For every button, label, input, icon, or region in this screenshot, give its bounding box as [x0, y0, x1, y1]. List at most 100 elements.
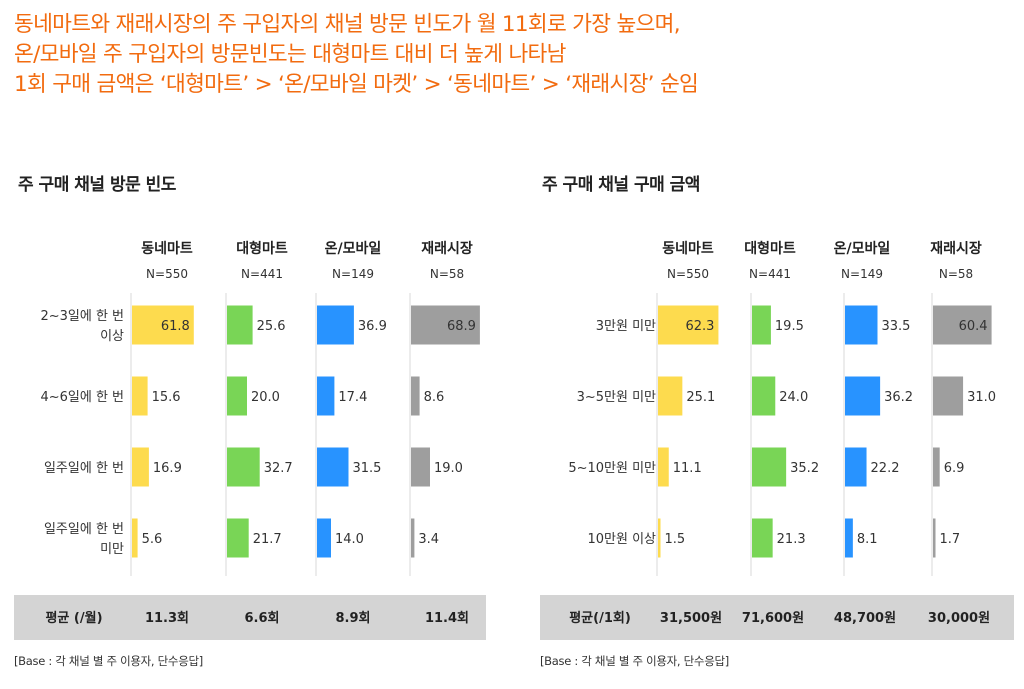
chart-1-bar-3-2: [411, 447, 430, 487]
chart-1-category-label-2-0: 일주일에 한 번: [44, 461, 124, 476]
chart-2-bar-value-label-3-1: 31.0: [967, 390, 996, 405]
chart-2-series-name-0: 동네마트: [662, 241, 714, 257]
chart-1-bar-0-2: [132, 447, 149, 487]
headline: 동네마트와 재래시장의 주 구입자의 채널 방문 빈도가 월 11회로 가장 높…: [14, 10, 699, 100]
chart-2-average-band: [540, 595, 1014, 640]
chart-2-bar-value-label-2-3: 8.1: [857, 532, 878, 547]
chart-2-bar-value-label-1-0: 19.5: [775, 319, 804, 334]
chart-1-bar-value-label-3-0: 68.9: [447, 319, 476, 334]
chart-1-bar-value-label-2-0: 36.9: [358, 319, 387, 334]
chart-1-category-label-3-1: 미만: [100, 542, 124, 557]
chart-2-bar-0-2: [658, 447, 669, 487]
chart-2-average-value-2: 48,700원: [834, 611, 896, 626]
chart-2-bar-0-1: [658, 376, 683, 416]
chart-2-category-label-1-0: 3~5만원 미만: [577, 390, 656, 405]
chart-1-category-label-0-1: 이상: [100, 329, 124, 344]
chart-1-bar-2-1: [317, 376, 335, 416]
chart-1-bar-value-label-1-2: 32.7: [264, 461, 293, 476]
chart-1-series-n-3: N=58: [430, 267, 464, 281]
chart-1-bar-2-0: [317, 305, 354, 345]
chart-1-bar-value-label-2-1: 17.4: [338, 390, 367, 405]
chart-2-bar-1-3: [752, 518, 773, 558]
chart-1-bar-3-3: [411, 518, 415, 558]
chart-1-bar-value-label-1-1: 20.0: [251, 390, 280, 405]
chart-1-category-label-1-0: 4~6일에 한 번: [40, 390, 124, 405]
chart-2-series-n-1: N=441: [749, 267, 791, 281]
chart-2-average-label: 평균(/1회): [569, 610, 631, 626]
chart-2-series-n-0: N=550: [667, 267, 709, 281]
chart-2-series-n-2: N=149: [841, 267, 883, 281]
chart-1-bar-value-label-1-3: 21.7: [253, 532, 282, 547]
chart-2-bar-2-0: [845, 305, 878, 345]
chart-1-bar-1-0: [227, 305, 253, 345]
chart-1-average-value-3: 11.4회: [425, 610, 469, 626]
chart-1-bar-value-label-2-2: 31.5: [353, 461, 382, 476]
chart-2-bar-value-label-0-0: 62.3: [685, 319, 714, 334]
chart-1-series-name-3: 재래시장: [421, 240, 473, 257]
chart-1-bar-1-1: [227, 376, 247, 416]
chart-1-bar-value-label-0-3: 5.6: [142, 532, 163, 547]
headline-line-1: 동네마트와 재래시장의 주 구입자의 채널 방문 빈도가 월 11회로 가장 높…: [14, 12, 681, 37]
chart-1-bar-1-2: [227, 447, 260, 487]
chart-2-bar-3-0: [933, 305, 992, 345]
chart-2-series-name-1: 대형마트: [744, 240, 796, 257]
chart-1-series-n-1: N=441: [241, 267, 283, 281]
chart-2-bar-0-3: [658, 518, 661, 558]
chart-2-bar-value-label-1-3: 21.3: [777, 532, 806, 547]
chart-2-bar-2-3: [845, 518, 853, 558]
chart-2-series-n-3: N=58: [939, 267, 973, 281]
chart-2-category-label-2-0: 5~10만원 미만: [568, 461, 656, 476]
headline-line-3: 1회 구매 금액은 ‘대형마트’ > ‘온/모바일 마켓’ > ‘동네마트’ >…: [14, 72, 699, 97]
chart-2-average-value-0: 31,500원: [660, 611, 722, 626]
chart-1-series-name-2: 온/모바일: [325, 241, 382, 257]
chart-1-bar-value-label-2-3: 14.0: [335, 532, 364, 547]
chart-2-bar-value-label-1-2: 35.2: [790, 461, 819, 476]
chart-2-bar-value-label-3-3: 1.7: [940, 532, 961, 547]
chart-1-bar-value-label-0-1: 15.6: [152, 390, 181, 405]
chart-1-category-label-3-0: 일주일에 한 번: [44, 522, 124, 537]
chart-2-bar-value-label-0-1: 25.1: [686, 390, 715, 405]
chart-2-bar-value-label-2-1: 36.2: [884, 390, 913, 405]
chart-2-bar-value-label-2-2: 22.2: [871, 461, 900, 476]
chart-2-bar-value-label-0-2: 11.1: [673, 461, 702, 476]
chart-1-bar-value-label-3-2: 19.0: [434, 461, 463, 476]
chart-1-series-n-2: N=149: [332, 267, 374, 281]
chart-1-bar-0-3: [132, 518, 138, 558]
chart-2-bar-value-label-2-0: 33.5: [881, 319, 910, 334]
chart-2-series-name-2: 온/모바일: [834, 241, 891, 257]
chart-2-bar-value-label-0-3: 1.5: [665, 532, 686, 547]
chart-1-bar-value-label-3-3: 3.4: [418, 532, 439, 547]
chart-1-bar-value-label-0-2: 16.9: [153, 461, 182, 476]
chart-1-bar-value-label-3-1: 8.6: [424, 390, 445, 405]
chart-2-title: 주 구매 채널 구매 금액: [542, 175, 700, 195]
chart-1-average-value-1: 6.6회: [245, 610, 280, 626]
chart-2-bar-value-label-3-2: 6.9: [944, 461, 965, 476]
chart-1-bar-value-label-1-0: 25.6: [257, 319, 286, 334]
chart-2-bar-2-2: [845, 447, 867, 487]
chart-2-category-label-0-0: 3만원 미만: [596, 319, 656, 334]
chart-2-average-value-3: 30,000원: [928, 611, 990, 626]
chart-1-series-name-0: 동네마트: [141, 241, 193, 257]
chart-1-average-value-2: 8.9회: [336, 610, 371, 626]
chart-1-series-n-0: N=550: [146, 267, 188, 281]
chart-2-bar-3-3: [933, 518, 936, 558]
chart-1-average-value-0: 11.3회: [145, 610, 189, 626]
chart-1-title: 주 구매 채널 방문 빈도: [18, 175, 176, 195]
chart-2-bar-value-label-1-1: 24.0: [779, 390, 808, 405]
chart-2-category-label-3-0: 10만원 이상: [587, 532, 656, 547]
chart-2-bar-value-label-3-0: 60.4: [959, 319, 988, 334]
chart-1-average-band: [14, 595, 486, 640]
chart-2-bar-1-0: [752, 305, 771, 345]
chart-1-bar-3-1: [411, 376, 420, 416]
chart-1-base-note: [Base : 각 채널 별 주 이용자, 단수응답]: [14, 654, 203, 668]
chart-2-bar-3-1: [933, 376, 964, 416]
chart-1-bar-0-1: [132, 376, 148, 416]
chart-2-average-value-1: 71,600원: [742, 611, 804, 626]
chart-1-series-name-1: 대형마트: [236, 240, 288, 257]
chart-2-bar-1-2: [752, 447, 787, 487]
chart-1-category-label-0-0: 2~3일에 한 번: [40, 309, 124, 324]
chart-2-base-note: [Base : 각 채널 별 주 이용자, 단수응답]: [540, 654, 729, 668]
chart-1-bar-0-0: [132, 305, 194, 345]
chart-1-bar-value-label-0-0: 61.8: [161, 319, 190, 334]
